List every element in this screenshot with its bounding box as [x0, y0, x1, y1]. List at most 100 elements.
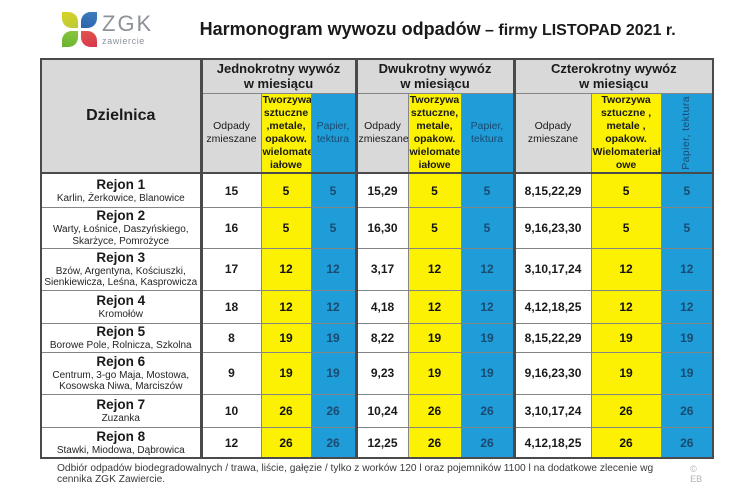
- value-d-papier: 5: [460, 172, 515, 208]
- value-j-papier: 12: [310, 247, 357, 291]
- brand-text: ZGK zawiercie: [102, 10, 154, 46]
- district-name: Rejon 8: [96, 428, 146, 444]
- page-title-main: Harmonogram wywozu odpadów: [199, 18, 481, 39]
- value-c-papier: 26: [660, 393, 714, 428]
- value-c-papier: 5: [660, 206, 714, 249]
- value-c-tworzywa: 26: [590, 426, 662, 459]
- district-name: Rejon 7: [96, 397, 146, 413]
- footnote-text: Odbiór odpadów biodegradowalnych / trawa…: [57, 463, 654, 486]
- district-name: Rejon 4: [96, 293, 146, 309]
- table-row: Rejon 4 Kromołów 18 12 12 4,18 12 12 4,1…: [40, 289, 714, 324]
- page-header: ZGK zawiercie Harmonogram wywozu odpadów…: [0, 0, 750, 58]
- value-j-odpady: 10: [199, 393, 262, 428]
- value-j-papier: 19: [310, 351, 357, 395]
- value-j-papier: 26: [310, 393, 357, 428]
- group-header-dwukrotny: Dwukrotny wywóz w miesiącu: [354, 58, 515, 94]
- subheader-d-odpady: Odpady zmieszane: [354, 92, 409, 175]
- value-c-tworzywa: 26: [590, 393, 662, 428]
- value-d-odpady: 16,30: [354, 206, 409, 249]
- subheader-c-tworzywa: Tworzywa sztuczne , metale , opakow. Wie…: [590, 92, 662, 175]
- value-j-papier: 12: [310, 289, 357, 324]
- value-d-tworzywa: 26: [407, 426, 462, 459]
- leaf-green-icon: [62, 30, 78, 47]
- value-c-papier: 26: [660, 426, 714, 459]
- value-c-papier: 19: [660, 322, 714, 353]
- value-c-odpady: 4,12,18,25: [512, 289, 592, 324]
- district-streets: Zuzanka: [101, 412, 140, 424]
- zgk-logo: ZGK zawiercie: [62, 10, 154, 47]
- table-row: Rejon 1 Karlin, Żerkowice, Blanowice 15 …: [40, 172, 714, 208]
- value-d-papier: 19: [460, 351, 515, 395]
- subheader-j-tworzywa: Tworzywa sztuczne ,metale, opakow. wielo…: [260, 92, 312, 175]
- table-row: Rejon 8 Stawki, Miodowa, Dąbrowica 12 26…: [40, 426, 714, 459]
- leaf-yellow-icon: [62, 11, 78, 28]
- district-cell: Rejon 7 Zuzanka: [40, 393, 202, 428]
- value-c-odpady: 8,15,22,29: [512, 172, 592, 208]
- value-j-odpady: 17: [199, 247, 262, 291]
- value-c-papier: 5: [660, 172, 714, 208]
- value-c-odpady: 9,16,23,30: [512, 206, 592, 249]
- value-c-papier: 19: [660, 351, 714, 395]
- value-d-odpady: 10,24: [354, 393, 409, 428]
- value-d-papier: 5: [460, 206, 515, 249]
- value-c-tworzywa: 12: [590, 289, 662, 324]
- value-j-papier: 5: [310, 172, 357, 208]
- district-name: Rejon 3: [96, 249, 146, 265]
- district-cell: Rejon 5 Borowe Pole, Rolnicza, Szkolna: [40, 322, 202, 353]
- district-streets: Bzów, Argentyna, Kościuszki, Sienkiewicz…: [44, 265, 198, 289]
- district-name: Rejon 5: [96, 324, 146, 340]
- value-d-papier: 12: [460, 247, 515, 291]
- district-name: Rejon 1: [96, 176, 146, 192]
- value-j-papier: 19: [310, 322, 357, 353]
- district-streets: Borowe Pole, Rolnicza, Szkolna: [49, 339, 192, 351]
- value-d-tworzywa: 19: [407, 351, 462, 395]
- value-d-papier: 26: [460, 426, 515, 459]
- value-j-odpady: 16: [199, 206, 262, 249]
- page-title-suffix: – firmy LISTOPAD 2021 r.: [480, 21, 676, 39]
- subheader-row: Odpady zmieszane Tworzywa sztuczne ,meta…: [41, 92, 714, 175]
- subheader-c-papier: Papier, tektura: [660, 92, 714, 175]
- value-j-tworzywa: 26: [260, 426, 312, 459]
- district-cell: Rejon 1 Karlin, Żerkowice, Blanowice: [40, 172, 202, 208]
- value-j-tworzywa: 26: [260, 393, 312, 428]
- leaf-blue-icon: [81, 11, 97, 28]
- value-j-tworzywa: 12: [260, 289, 312, 324]
- value-j-odpady: 18: [199, 289, 262, 324]
- value-d-papier: 19: [460, 322, 515, 353]
- value-j-tworzywa: 5: [260, 172, 312, 208]
- district-cell: Rejon 8 Stawki, Miodowa, Dąbrowica: [40, 426, 202, 459]
- subheader-c-odpady: Odpady zmieszane: [512, 92, 592, 175]
- value-j-tworzywa: 19: [260, 322, 312, 353]
- value-j-odpady: 15: [199, 172, 262, 208]
- value-j-tworzywa: 5: [260, 206, 312, 249]
- leaf-red-icon: [81, 30, 97, 47]
- subheader-j-papier: Papier, tektura: [310, 92, 357, 175]
- value-d-odpady: 9,23: [354, 351, 409, 395]
- district-streets: Centrum, 3-go Maja, Mostowa, Kosowska Ni…: [52, 369, 190, 393]
- district-name: Rejon 2: [96, 208, 146, 224]
- district-cell: Rejon 3 Bzów, Argentyna, Kościuszki, Sie…: [40, 247, 202, 291]
- value-c-papier: 12: [660, 289, 714, 324]
- value-d-odpady: 12,25: [354, 426, 409, 459]
- table-row: Rejon 3 Bzów, Argentyna, Kościuszki, Sie…: [40, 247, 714, 291]
- group-header-row: Dzielnica Jednokrotny wywóz w miesiącu D…: [40, 58, 714, 175]
- value-c-tworzywa: 19: [590, 322, 662, 353]
- value-c-odpady: 8,15,22,29: [512, 322, 592, 353]
- table-row: Rejon 6 Centrum, 3-go Maja, Mostowa, Kos…: [40, 351, 714, 395]
- brand-name: ZGK: [102, 10, 154, 36]
- leaves-logo-icon: [62, 11, 97, 47]
- value-c-odpady: 9,16,23,30: [512, 351, 592, 395]
- value-j-tworzywa: 19: [260, 351, 312, 395]
- value-d-odpady: 15,29: [354, 172, 409, 208]
- district-streets: Warty, Łośnice, Daszyńskiego, Skarżyce, …: [52, 224, 189, 247]
- district-name: Rejon 6: [96, 353, 146, 369]
- value-d-odpady: 4,18: [354, 289, 409, 324]
- district-streets: Karlin, Żerkowice, Blanowice: [56, 192, 185, 204]
- value-j-odpady: 8: [199, 322, 262, 353]
- page-footer: Odbiór odpadów biodegradowalnych / trawa…: [57, 463, 709, 485]
- schedule-table: Dzielnica Jednokrotny wywóz w miesiącu D…: [40, 58, 715, 460]
- value-j-odpady: 9: [199, 351, 262, 395]
- value-d-tworzywa: 12: [407, 247, 462, 291]
- value-d-papier: 12: [460, 289, 515, 324]
- group-header-czterokrotny: Czterokrotny wywóz w miesiącu: [512, 58, 714, 94]
